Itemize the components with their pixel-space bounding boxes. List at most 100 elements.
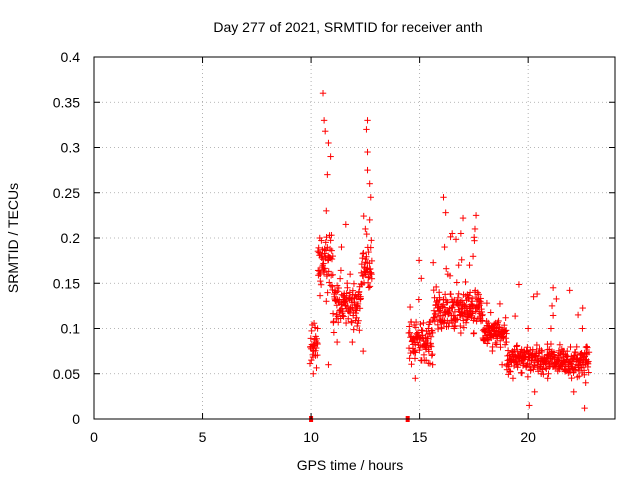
data-point [367,269,375,276]
data-point [365,284,373,291]
data-point [435,289,443,296]
y-tick-label: 0.4 [61,49,81,65]
data-point [333,338,341,346]
data-point [354,322,361,330]
data-point [585,349,593,356]
data-point [483,299,491,307]
data-point [455,261,462,269]
data-point [327,153,334,160]
data-point [336,275,344,282]
data-point [364,148,371,156]
data-point [356,327,363,334]
data-point [312,352,319,359]
data-point [340,313,347,320]
data-point [454,316,461,323]
data-point [441,243,448,251]
data-point [335,284,342,292]
data-point [349,338,356,346]
data-point [367,194,374,201]
data-point [427,340,434,347]
data-point [307,335,315,342]
data-point [485,319,492,327]
data-point [452,236,460,243]
data-point [513,343,520,350]
data-point [457,230,465,237]
data-point [308,327,315,335]
data-point [568,374,575,382]
data-point [422,356,430,364]
data-point [367,244,374,251]
data-point [324,289,331,296]
data-point [582,379,589,386]
data-point [355,317,362,324]
data-point [342,221,350,228]
data-point [328,231,335,239]
data-point [490,325,497,332]
data-point [418,275,425,282]
data-point [415,257,423,264]
data-point [349,287,357,294]
data-point [502,335,510,342]
x-tick-label: 15 [412,429,428,445]
data-point [406,355,413,362]
data-point [544,375,551,382]
data-point [460,324,468,331]
data-point [493,341,500,348]
data-point [320,260,327,267]
data-point [556,341,564,348]
data-point [447,233,454,241]
data-point [355,289,363,296]
data-point [409,347,417,355]
data-point [441,304,449,311]
data-point [514,364,521,371]
y-tick-label: 0.2 [61,230,81,246]
data-point [549,312,557,319]
data-point [507,368,514,375]
data-point [342,319,350,327]
data-point [345,315,352,322]
data-point [529,352,536,359]
data-point [406,329,414,336]
data-point [496,300,504,308]
data-point [504,360,511,368]
y-tick-label: 0.1 [61,321,81,337]
data-point [329,310,337,317]
data-point [338,243,345,251]
data-point [438,302,446,310]
data-point [582,343,590,351]
x-tick-label: 0 [90,429,98,445]
data-point [462,278,469,286]
data-point [328,255,336,263]
data-point [443,299,450,306]
data-point [539,366,546,373]
data-point [430,286,437,294]
data-point [406,323,413,330]
data-point [317,277,324,285]
data-point [357,295,364,302]
data-point [431,318,439,325]
data-point [429,361,436,368]
data-point [424,330,432,338]
data-point [477,298,484,305]
data-point [445,323,452,330]
data-point [572,348,579,356]
data-point [436,296,443,304]
data-point [453,279,461,286]
data-point [583,343,590,350]
data-point [324,171,331,178]
data-point [503,366,511,373]
data-point [464,307,471,314]
data-point [363,253,370,260]
data-point [492,339,499,347]
data-point [471,237,478,244]
data-point [368,257,376,265]
data-point [327,237,334,244]
y-axis-label: SRMTID / TECUs [5,183,21,293]
data-point [353,307,360,314]
data-point [420,319,427,327]
data-point [468,310,476,317]
data-point [359,254,366,262]
data-point [320,117,328,124]
data-point [365,248,372,256]
